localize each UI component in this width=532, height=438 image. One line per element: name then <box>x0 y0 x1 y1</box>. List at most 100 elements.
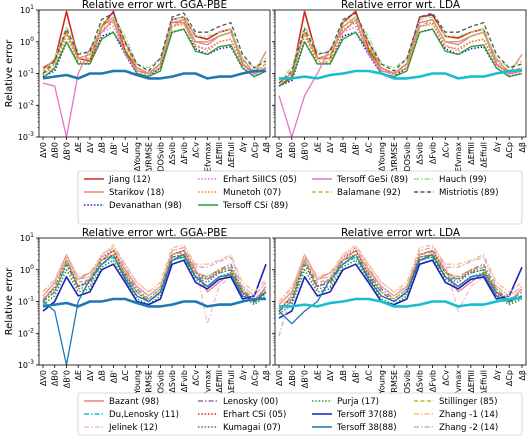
x-tick-label: ΔEffill <box>215 370 224 393</box>
legend-label: Tersoff 37(88) <box>336 410 397 420</box>
x-tick-label: ΔB <box>98 142 107 153</box>
series-line-8 <box>278 18 523 84</box>
x-tick-label: ΔB0 <box>288 142 297 158</box>
x-tick-label: ΔSvib <box>416 370 425 393</box>
y-tick-exponent: 0 <box>30 36 34 43</box>
x-tick-label: ΔEfvmax <box>454 370 463 406</box>
x-tick-label: ΔV <box>86 369 95 380</box>
x-tick-label: Δβ <box>262 370 271 381</box>
legend-label: Zhang -1 (14) <box>439 410 498 420</box>
x-tick-label: ΔEffull <box>480 142 489 168</box>
series-line-10 <box>42 12 267 74</box>
series-line-10 <box>278 12 523 84</box>
x-tick-label: ΔC <box>121 142 130 153</box>
x-tick-label: ΔEfvmax <box>454 142 463 178</box>
x-tick-label: ΔB <box>98 370 107 381</box>
x-tick-label: ΔFvib <box>180 142 189 164</box>
x-tick-label: ΔFvib <box>428 142 437 164</box>
y-axis-label: Relative error <box>4 39 15 108</box>
x-tick-label: ΔSvib <box>168 370 177 393</box>
legend-frame <box>77 170 523 225</box>
x-tick-label: ΔCp <box>250 142 259 158</box>
series-line-9 <box>278 16 523 81</box>
x-tick-label: ΔB <box>339 142 348 153</box>
legend-label: Munetoh (07) <box>223 188 281 198</box>
y-tick-base: 10 <box>20 38 30 47</box>
legend-label: Erhart CSi (05) <box>223 410 286 420</box>
y-tick-exponent: -2 <box>28 99 34 106</box>
y-tick-base: 10 <box>18 361 28 370</box>
legend-2: Bazant (98) Du,Lenosky (11) Jelinek (12) Le… <box>77 392 523 436</box>
y-tick-base: 10 <box>18 133 28 142</box>
series-line-10 <box>42 251 267 300</box>
series-line-11 <box>279 68 523 80</box>
y-tick-exponent: -3 <box>28 131 34 138</box>
legend-label: Starikov (18) <box>109 188 164 198</box>
x-tick-label: ΔB <box>339 370 348 381</box>
x-tick-label: ΔB' <box>352 142 361 155</box>
y-tick-label: 101 <box>20 232 34 243</box>
x-tick-label: Δγ <box>239 142 248 152</box>
x-tick-label: ΔE <box>313 142 322 153</box>
x-tick-label: ΔFvib <box>180 370 189 392</box>
legend-label: Zhang -2 (14) <box>439 423 498 433</box>
x-tick-label: ΔE <box>74 370 83 381</box>
x-tick-label: ΔEffill <box>467 142 476 165</box>
y-axis-label: Relative error <box>4 267 15 336</box>
x-tick-label: ΔYoung <box>377 142 386 171</box>
x-tick-label: ΔB'0 <box>62 370 71 388</box>
x-tick-label: Δβ <box>262 142 271 153</box>
x-tick-label: ΔEffull <box>227 370 236 396</box>
legend-1: Jiang (12) Starikov (18) Devanathan (98) Er… <box>77 170 523 225</box>
series-line-6 <box>42 253 267 304</box>
x-tick-label: ΔYoung <box>133 370 142 399</box>
series-line-3 <box>278 246 523 312</box>
x-tick-label: ΔB'0 <box>301 370 310 388</box>
x-tick-label: ΔV <box>326 369 335 380</box>
chart-panel-1: Relative error wrt. GGA-PBE10-310-210-11… <box>4 0 271 178</box>
series-line-3 <box>278 28 523 87</box>
series-line-8 <box>42 259 267 312</box>
x-tick-label: ΔCv <box>192 142 201 158</box>
x-tick-label: ΔCp <box>505 142 514 158</box>
y-tick-label: 10-2 <box>18 327 34 338</box>
x-tick-label: Δγ <box>492 370 501 380</box>
panel-title: Relative error wrt. LDA <box>341 0 461 11</box>
x-tick-label: ΔEffill <box>215 142 224 165</box>
series-line-9 <box>278 253 523 325</box>
legend-frame <box>77 392 523 436</box>
series-line-4 <box>278 23 523 84</box>
x-tick-label: Δγ <box>492 142 501 152</box>
x-tick-label: ΔfRMSE <box>390 142 399 173</box>
x-tick-label: Δγ <box>239 370 248 380</box>
y-tick-exponent: -1 <box>28 68 34 75</box>
series-line-7 <box>42 256 267 306</box>
series-line-8 <box>278 259 523 319</box>
x-tick-label: ΔV0 <box>275 142 284 158</box>
legend-label: Jiang (12) <box>108 175 150 185</box>
series-group <box>278 244 523 337</box>
series-line-9 <box>42 253 267 365</box>
legend-label: Erhart SiIICS (05) <box>223 175 297 185</box>
x-tick-label: ΔV0 <box>39 370 48 386</box>
x-tick-label: ΔC <box>121 370 130 381</box>
legend-label: Tersoff 38(88) <box>336 423 397 433</box>
legend-label: Balamane (92) <box>337 188 401 198</box>
x-tick-label: ΔEffull <box>480 370 489 396</box>
legend-label: Kumagai (07) <box>223 423 281 433</box>
panel-title: Relative error wrt. GGA-PBE <box>82 227 227 239</box>
legend-label: Hauch (99) <box>439 175 487 185</box>
legend-label: Bazant (98) <box>109 397 159 407</box>
chart-panel-4: Relative error wrt. LDA ΔV0 ΔB0 ΔB'0 ΔE ΔV ΔB Δ… <box>272 227 527 406</box>
y-tick-exponent: 1 <box>30 4 34 11</box>
x-tick-label: ΔDOSvib <box>403 142 412 177</box>
y-tick-base: 10 <box>18 70 28 79</box>
y-tick-exponent: -1 <box>28 296 34 303</box>
x-tick-label: ΔFvib <box>428 370 437 392</box>
x-tick-label: ΔEfvmax <box>203 370 212 406</box>
x-tick-label: ΔE <box>313 370 322 381</box>
legend-label: Lenosky (00) <box>223 397 278 407</box>
x-tick-label: ΔSvib <box>416 142 425 165</box>
x-tick-label: ΔCp <box>505 370 514 386</box>
